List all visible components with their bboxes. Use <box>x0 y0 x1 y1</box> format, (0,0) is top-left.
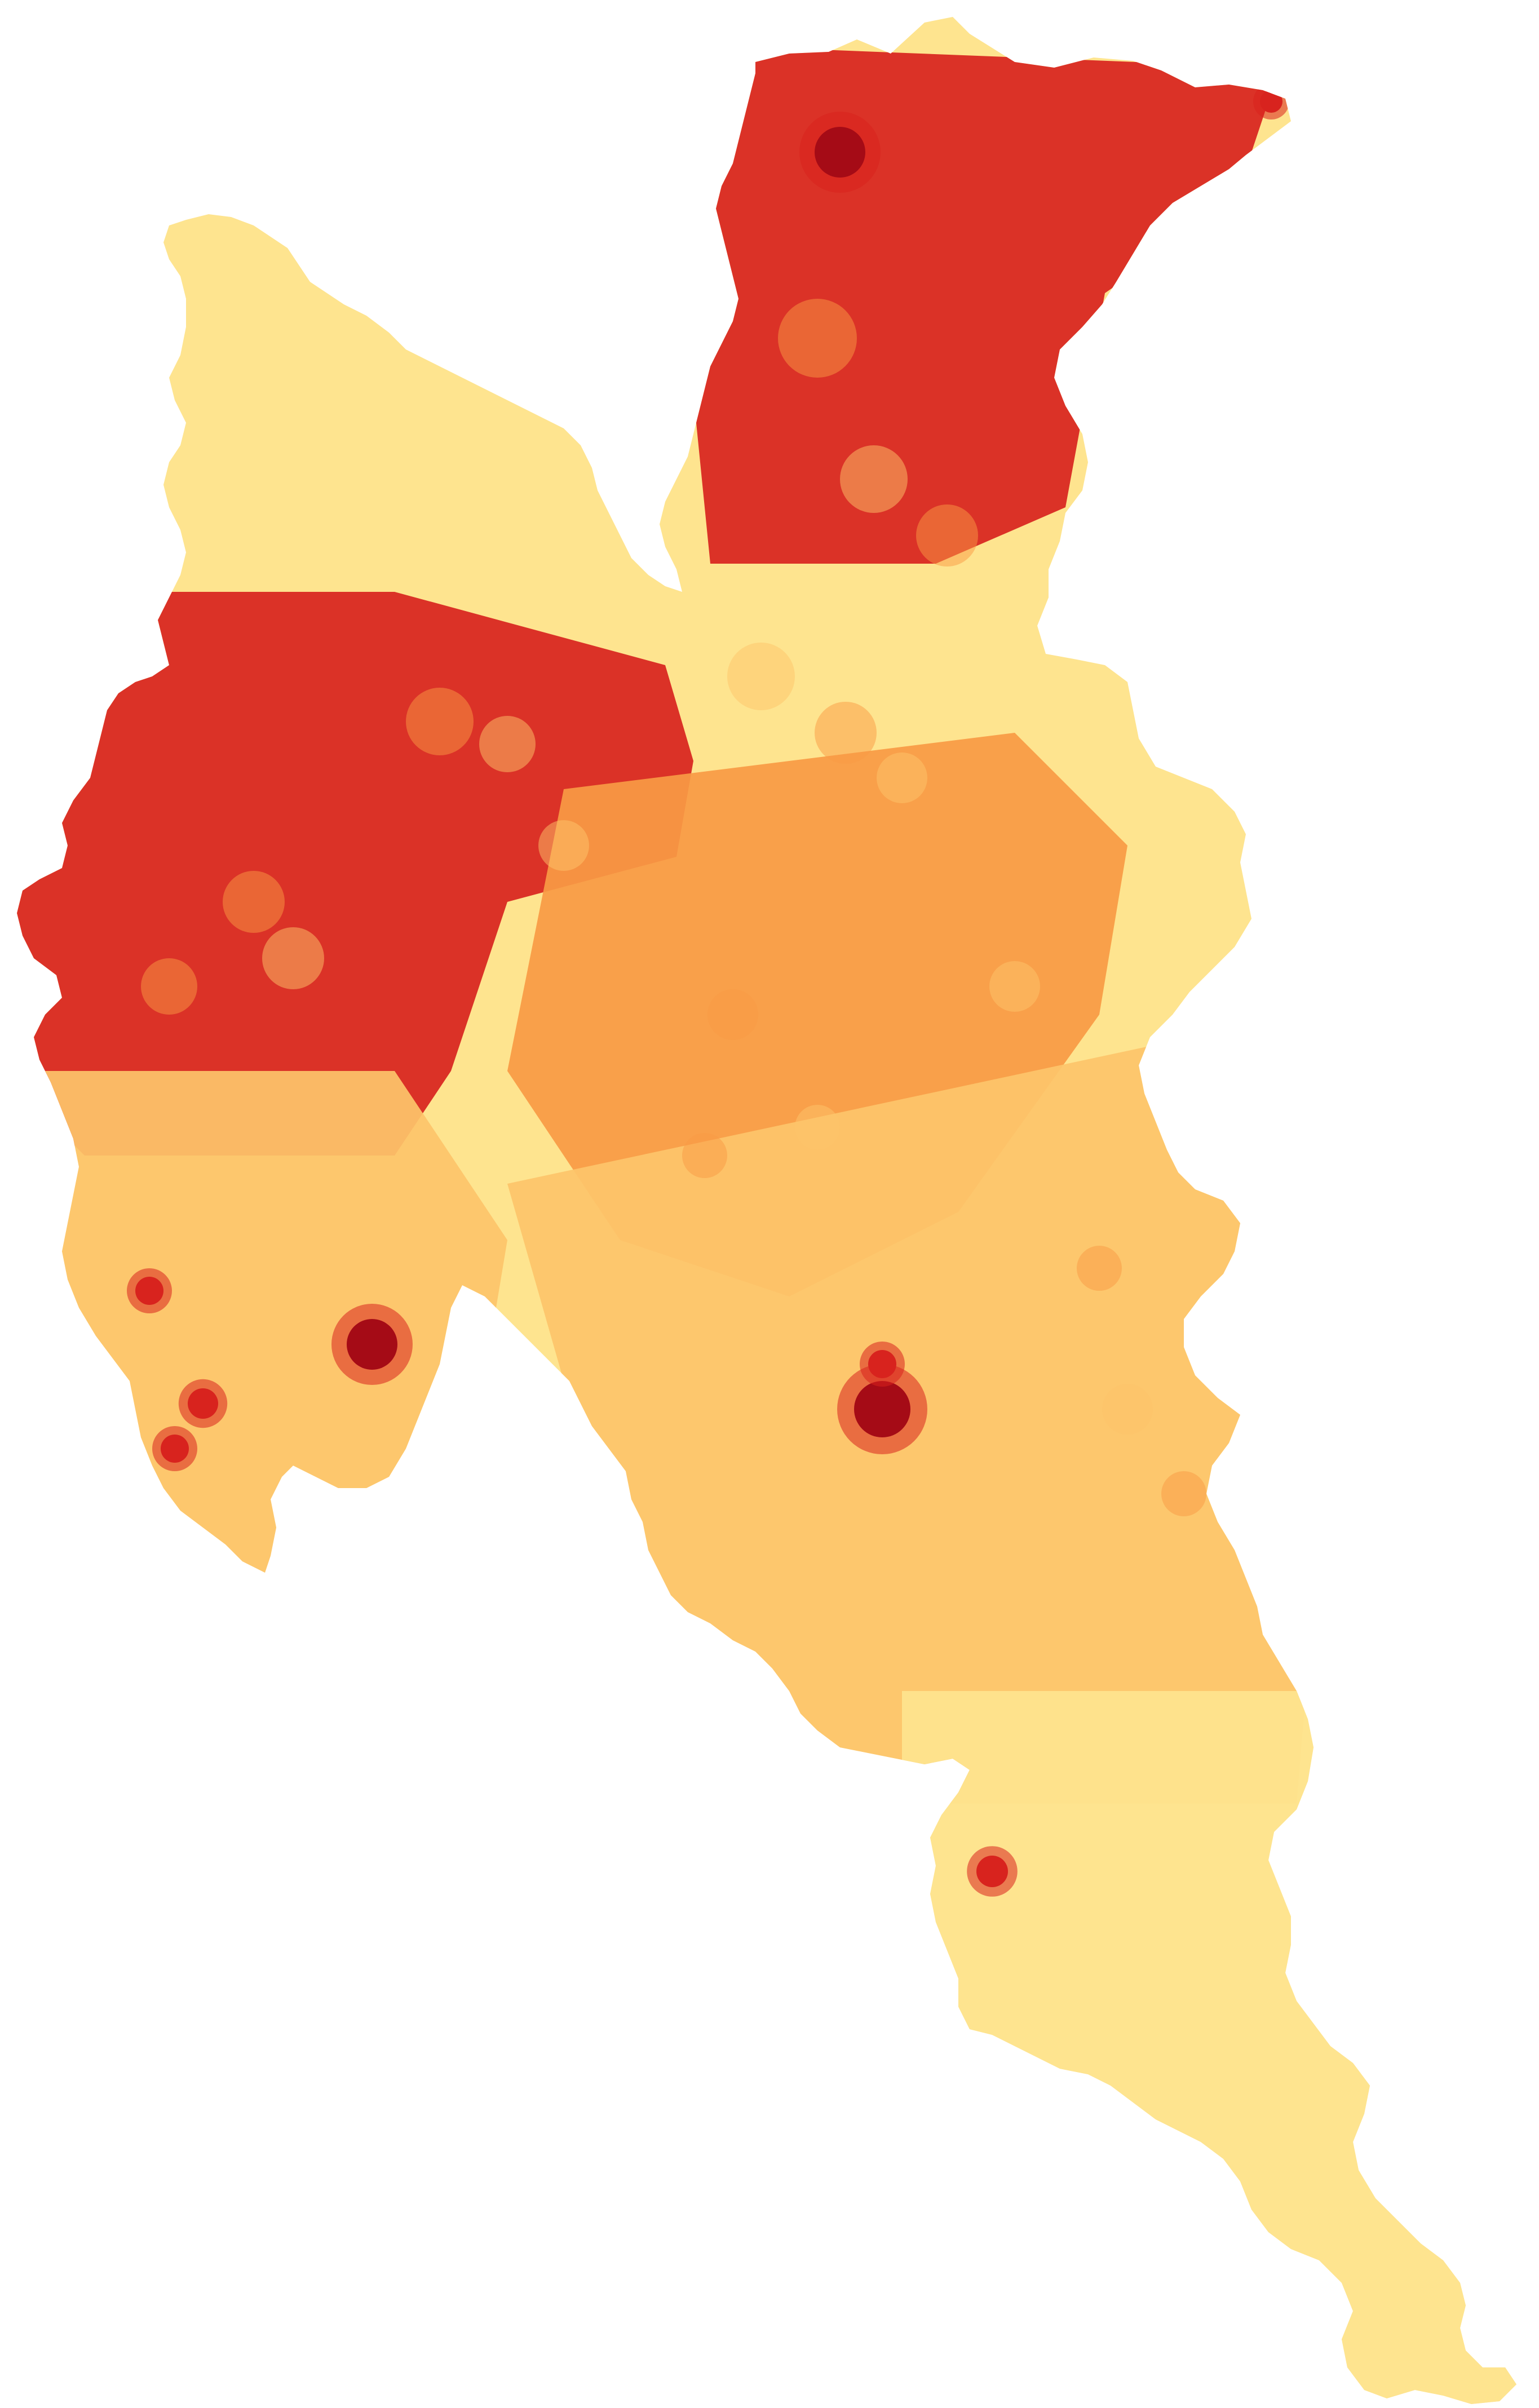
heat-blob <box>406 688 474 755</box>
heat-layer <box>17 17 1516 2404</box>
heat-blob <box>795 1105 840 1150</box>
heat-blob <box>538 820 589 871</box>
heat-blob <box>682 1133 727 1178</box>
heat-blob <box>1102 1384 1153 1435</box>
heat-blob <box>989 961 1040 1012</box>
heat-blob <box>262 927 324 989</box>
hotspot-central-peak-small <box>868 1350 896 1378</box>
region-north-arm <box>688 45 1280 564</box>
heat-blob <box>727 643 795 710</box>
hotspot-west-peak-1 <box>347 1319 397 1370</box>
heat-blob <box>707 989 758 1040</box>
hotspot-north-peak <box>815 127 865 178</box>
heat-blob <box>815 702 877 764</box>
region-west-lower <box>17 1071 507 1578</box>
heat-blob <box>840 445 908 513</box>
hotspot-west-small-1 <box>135 1277 163 1305</box>
heat-blob <box>916 504 978 566</box>
heat-blob <box>1077 1246 1122 1291</box>
hotspot-west-small-3 <box>161 1435 189 1463</box>
heat-blob <box>141 958 197 1015</box>
heat-blob <box>778 299 857 378</box>
hotspot-west-small-2 <box>188 1388 218 1419</box>
hotspot-northeast-tip <box>1260 90 1282 113</box>
hotspot-central-peak <box>854 1381 910 1437</box>
region-southeast-tail <box>902 1691 1516 2404</box>
heat-blob <box>479 716 536 772</box>
heat-blob <box>223 871 285 933</box>
hotspot-south-peak <box>976 1856 1008 1887</box>
heat-blob <box>877 753 927 803</box>
heat-blob <box>1161 1471 1206 1516</box>
